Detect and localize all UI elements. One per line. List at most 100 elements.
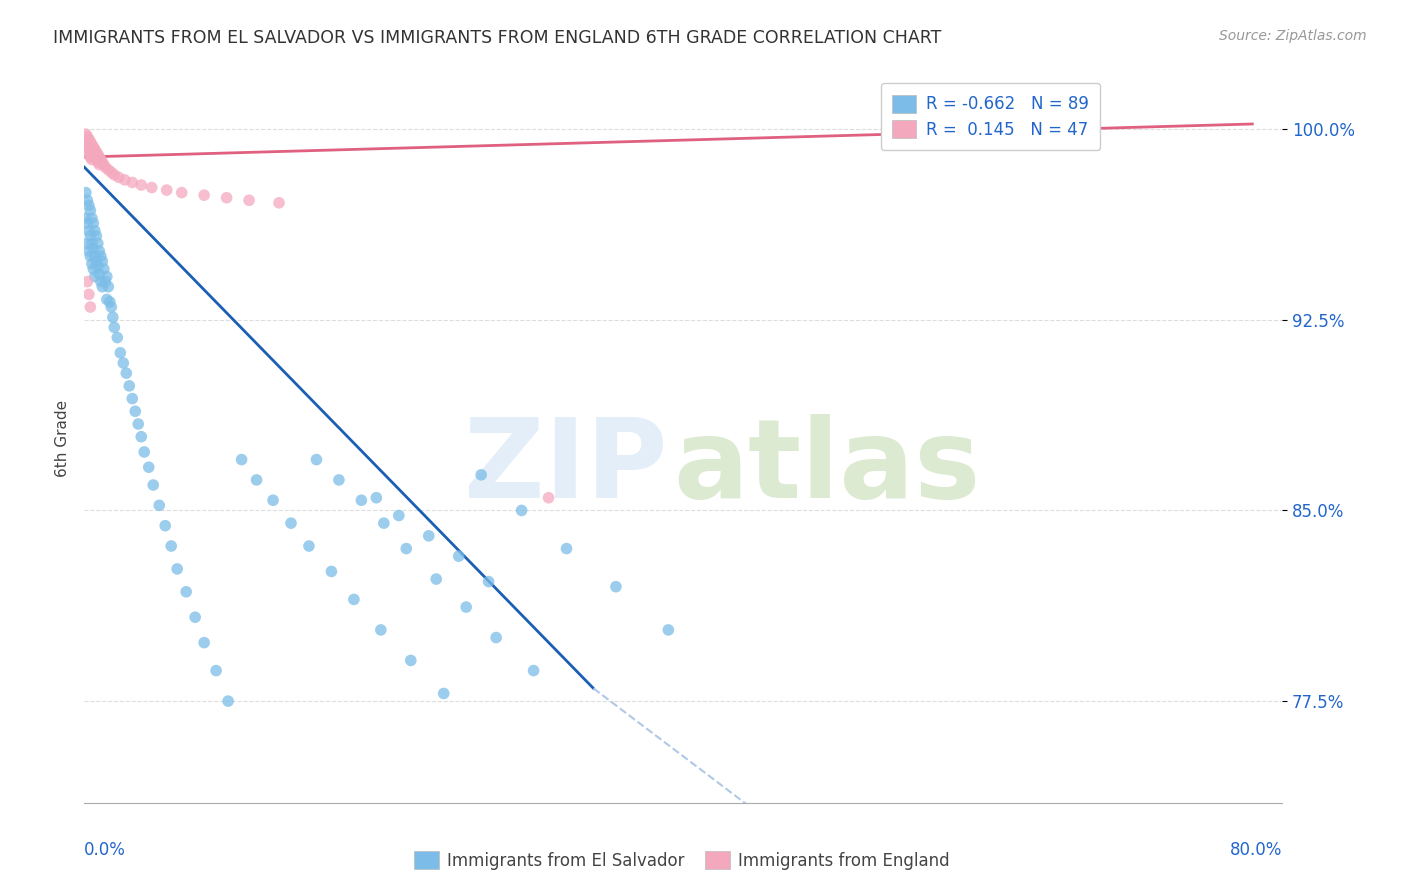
Point bbox=[103, 168, 125, 182]
Point bbox=[129, 430, 152, 444]
Point bbox=[217, 694, 239, 708]
Point bbox=[80, 236, 103, 251]
Point bbox=[86, 254, 108, 268]
Point bbox=[83, 143, 105, 157]
Point bbox=[96, 269, 118, 284]
Point bbox=[433, 686, 456, 700]
Point bbox=[510, 503, 533, 517]
Point bbox=[100, 165, 122, 179]
Point bbox=[184, 610, 207, 624]
Point bbox=[124, 404, 146, 418]
Point bbox=[193, 188, 215, 202]
Point bbox=[77, 140, 100, 154]
Point bbox=[79, 135, 101, 149]
Legend: R = -0.662   N = 89, R =  0.145   N = 47: R = -0.662 N = 89, R = 0.145 N = 47 bbox=[880, 83, 1101, 150]
Point bbox=[166, 562, 188, 576]
Point bbox=[77, 244, 100, 259]
Point bbox=[87, 147, 110, 161]
Point bbox=[79, 249, 101, 263]
Point bbox=[82, 261, 104, 276]
Point bbox=[82, 216, 104, 230]
Point bbox=[328, 473, 350, 487]
Point bbox=[97, 279, 120, 293]
Point bbox=[160, 539, 183, 553]
Point bbox=[75, 186, 97, 200]
Point bbox=[107, 170, 129, 185]
Point bbox=[447, 549, 470, 564]
Point bbox=[79, 300, 101, 314]
Point bbox=[76, 275, 98, 289]
Point bbox=[90, 275, 112, 289]
Point bbox=[205, 664, 228, 678]
Point bbox=[118, 379, 141, 393]
Text: 0.0%: 0.0% bbox=[84, 841, 127, 859]
Point bbox=[470, 467, 492, 482]
Point bbox=[82, 242, 104, 256]
Point bbox=[76, 129, 98, 144]
Point bbox=[77, 198, 100, 212]
Point bbox=[170, 186, 193, 200]
Point bbox=[115, 366, 138, 380]
Point bbox=[96, 293, 118, 307]
Point bbox=[87, 236, 110, 251]
Point bbox=[86, 145, 108, 159]
Point bbox=[373, 516, 395, 530]
Point bbox=[79, 203, 101, 218]
Point bbox=[366, 491, 388, 505]
Point bbox=[657, 623, 679, 637]
Point bbox=[425, 572, 447, 586]
Point bbox=[321, 565, 343, 579]
Point bbox=[231, 452, 253, 467]
Point bbox=[245, 473, 267, 487]
Point bbox=[91, 155, 114, 169]
Point bbox=[76, 145, 98, 159]
Point bbox=[555, 541, 578, 556]
Point bbox=[485, 631, 508, 645]
Point bbox=[112, 356, 135, 370]
Point bbox=[142, 478, 165, 492]
Point bbox=[103, 320, 125, 334]
Point bbox=[79, 228, 101, 243]
Point bbox=[97, 162, 120, 177]
Point bbox=[98, 295, 121, 310]
Point bbox=[298, 539, 321, 553]
Point bbox=[93, 261, 115, 276]
Point bbox=[93, 158, 115, 172]
Point bbox=[174, 584, 197, 599]
Point bbox=[87, 155, 110, 169]
Point bbox=[101, 310, 124, 325]
Point bbox=[89, 244, 111, 259]
Point bbox=[77, 147, 100, 161]
Point bbox=[127, 417, 149, 431]
Point bbox=[395, 541, 418, 556]
Point bbox=[215, 191, 238, 205]
Point bbox=[114, 173, 136, 187]
Point bbox=[77, 132, 100, 146]
Point bbox=[262, 493, 284, 508]
Point bbox=[91, 279, 114, 293]
Point bbox=[605, 580, 627, 594]
Point bbox=[83, 249, 105, 263]
Point bbox=[418, 529, 440, 543]
Point bbox=[350, 493, 373, 508]
Point bbox=[280, 516, 302, 530]
Point bbox=[80, 145, 103, 159]
Point bbox=[86, 153, 108, 167]
Point bbox=[79, 150, 101, 164]
Point bbox=[77, 224, 100, 238]
Point bbox=[156, 183, 179, 197]
Point bbox=[79, 143, 101, 157]
Point bbox=[94, 160, 117, 174]
Point bbox=[148, 499, 170, 513]
Point bbox=[90, 249, 112, 263]
Point bbox=[897, 127, 920, 141]
Text: IMMIGRANTS FROM EL SALVADOR VS IMMIGRANTS FROM ENGLAND 6TH GRADE CORRELATION CHA: IMMIGRANTS FROM EL SALVADOR VS IMMIGRANT… bbox=[53, 29, 942, 46]
Point bbox=[77, 287, 100, 301]
Point bbox=[90, 153, 112, 167]
Point bbox=[105, 330, 128, 344]
Point bbox=[370, 623, 392, 637]
Text: Source: ZipAtlas.com: Source: ZipAtlas.com bbox=[1219, 29, 1367, 43]
Point bbox=[193, 635, 215, 649]
Point bbox=[76, 216, 98, 230]
Point bbox=[75, 135, 97, 149]
